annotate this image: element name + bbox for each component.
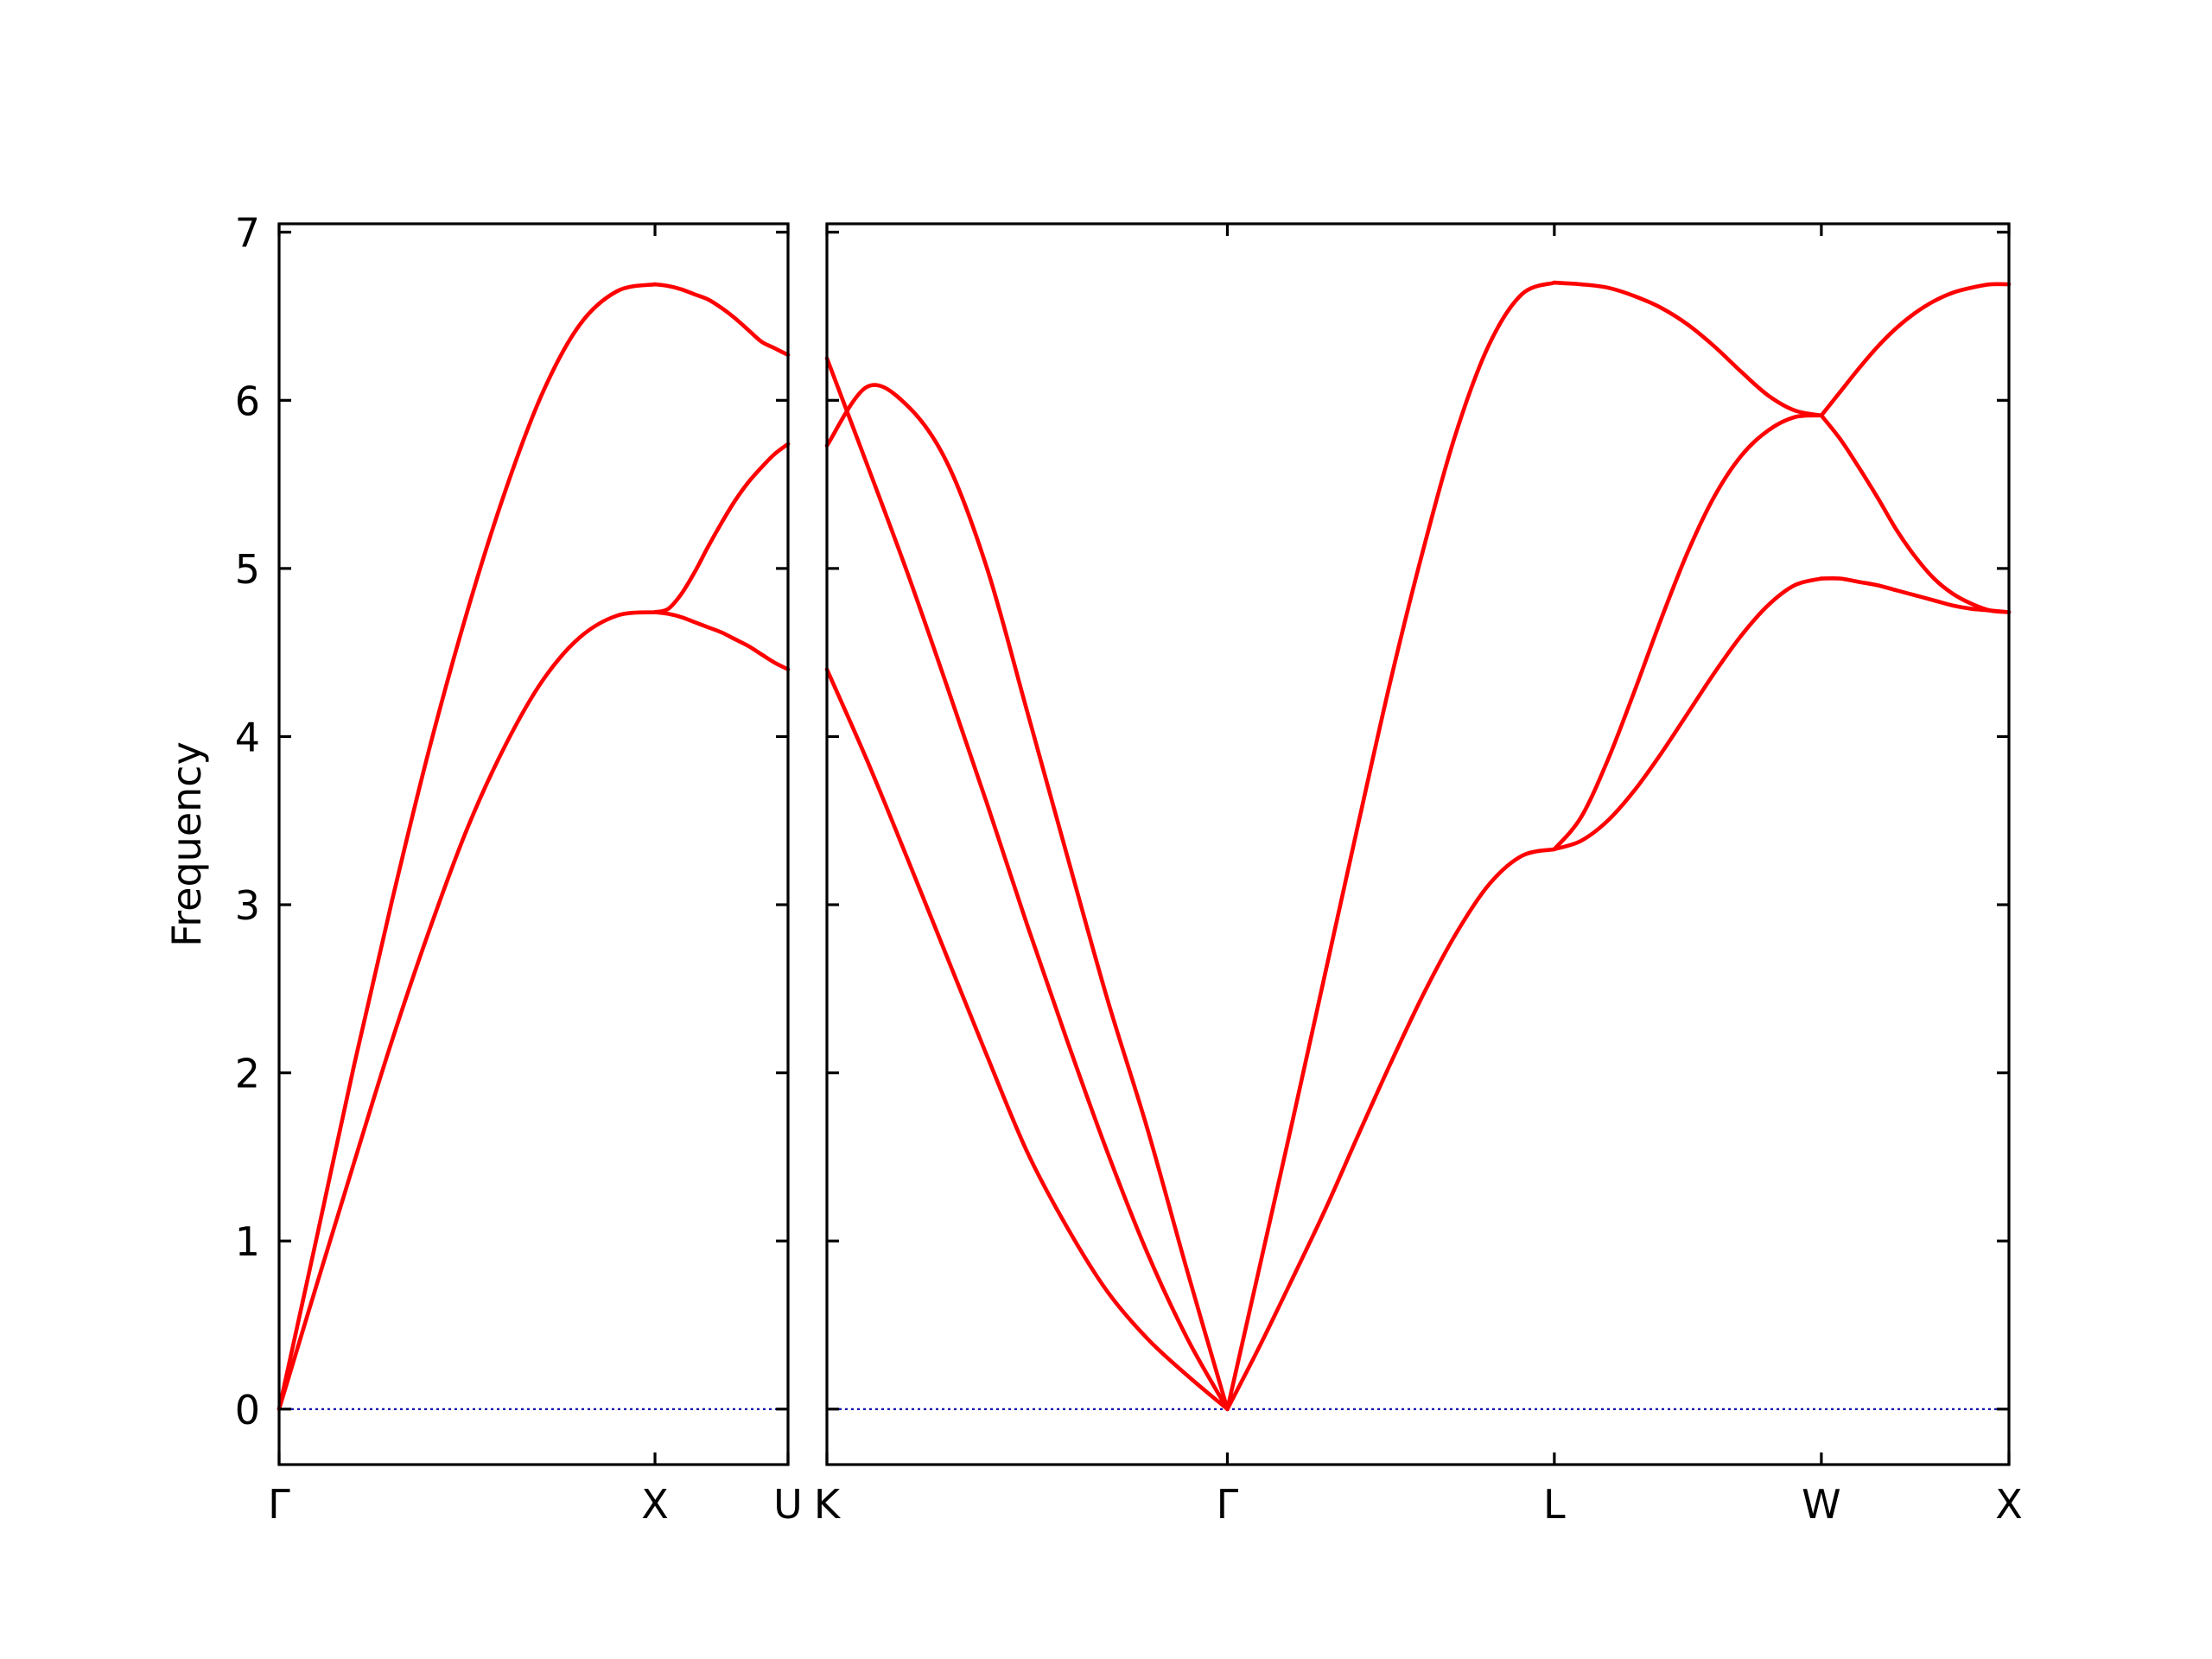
band-line-2-7 <box>1552 413 1824 852</box>
band-line-1-1 <box>276 610 658 1412</box>
y-axis-label: Frequency <box>163 741 210 947</box>
band-line-2-10 <box>1819 413 2012 614</box>
band-line-2-9 <box>1819 575 2012 614</box>
band-line-1-4 <box>652 282 791 358</box>
x-tick-label: X <box>1995 1481 2023 1528</box>
y-tick-label: 7 <box>235 210 260 257</box>
y-tick-label: 6 <box>235 378 260 424</box>
y-tick-label: 2 <box>235 1051 260 1097</box>
band-line-2-8 <box>1552 280 1824 418</box>
band-line-2-6 <box>1552 576 1824 852</box>
x-tick-label: X <box>641 1481 669 1528</box>
plot-frame <box>825 222 2011 1466</box>
band-line-2-11 <box>1819 282 2012 418</box>
band-line-2-4 <box>1225 847 1557 1412</box>
band-line-2-2 <box>824 356 1230 1412</box>
band-line-2-5 <box>1225 280 1557 1412</box>
x-tick-label: L <box>1543 1481 1566 1528</box>
band-line-2-3 <box>824 383 1230 1412</box>
band-line-1-3 <box>652 442 791 614</box>
y-tick-label: 4 <box>235 714 260 760</box>
x-tick-label: K <box>814 1481 842 1528</box>
x-tick-label: U <box>773 1481 803 1528</box>
y-tick-label: 1 <box>235 1218 260 1265</box>
y-tick-label: 3 <box>235 882 260 929</box>
band-line-1-5 <box>652 610 791 671</box>
y-tick-label: 5 <box>235 546 260 593</box>
band-line-2-1 <box>824 667 1230 1412</box>
panel-1: 0 1 2 3 4 5 6 7 Γ X U <box>235 210 803 1528</box>
plot-frame <box>277 222 790 1466</box>
x-tick-label: Γ <box>1217 1481 1239 1528</box>
x-tick-label: Γ <box>268 1481 290 1528</box>
x-tick-label: W <box>1802 1481 1840 1528</box>
band-line-1-2 <box>276 282 658 1412</box>
y-tick-label: 0 <box>235 1387 260 1433</box>
